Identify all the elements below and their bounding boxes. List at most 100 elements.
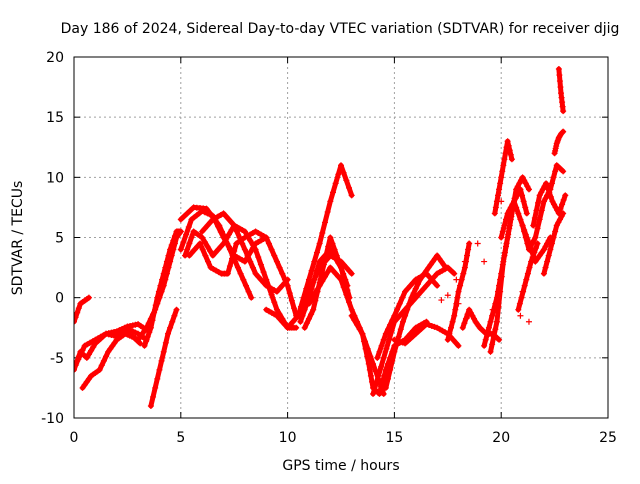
data-point xyxy=(241,258,248,265)
data-point xyxy=(310,306,317,313)
data-point xyxy=(348,312,355,319)
data-point xyxy=(173,306,180,313)
data-point xyxy=(383,345,390,352)
data-point xyxy=(207,248,214,255)
data-point xyxy=(458,276,465,283)
data-point xyxy=(88,347,95,354)
data-point xyxy=(440,261,447,268)
data-point xyxy=(247,237,254,244)
data-point xyxy=(367,372,374,379)
data-point xyxy=(255,254,262,261)
data-point xyxy=(550,234,557,241)
data-point xyxy=(423,267,430,274)
data-point xyxy=(552,168,559,175)
data-point xyxy=(121,324,128,331)
data-point xyxy=(532,234,539,241)
data-point xyxy=(542,243,549,250)
data-point xyxy=(329,240,336,247)
data-point xyxy=(206,209,213,216)
data-point xyxy=(444,336,451,343)
data-point xyxy=(525,186,532,193)
data-point xyxy=(423,282,430,289)
data-point xyxy=(191,246,198,253)
data-point xyxy=(499,228,506,235)
data-point xyxy=(316,282,323,289)
data-point xyxy=(457,282,464,289)
data-point xyxy=(451,270,458,277)
data-point xyxy=(511,198,518,205)
data-point xyxy=(530,222,537,229)
data-point xyxy=(541,183,548,190)
data-point xyxy=(542,195,549,202)
data-point xyxy=(204,222,211,229)
data-point xyxy=(303,285,310,292)
chart-title: Day 186 of 2024, Sidereal Day-to-day VTE… xyxy=(61,21,620,37)
data-point xyxy=(255,273,262,280)
data-point xyxy=(362,345,369,352)
plot-frame xyxy=(73,56,609,419)
data-point xyxy=(538,249,545,256)
data-point xyxy=(236,234,243,241)
data-point xyxy=(543,180,550,187)
data-point xyxy=(240,276,247,283)
data-point xyxy=(152,302,159,309)
data-point xyxy=(396,300,403,307)
data-point xyxy=(151,309,158,316)
data-point xyxy=(202,252,209,259)
data-point xyxy=(498,273,505,280)
data-point xyxy=(327,264,334,271)
data-point xyxy=(96,366,103,373)
data-point xyxy=(426,322,433,329)
data-point xyxy=(434,252,441,259)
data-point xyxy=(523,276,530,283)
data-point xyxy=(391,336,398,343)
data-point xyxy=(506,207,513,214)
data-point xyxy=(452,339,459,346)
data-point xyxy=(536,192,543,199)
data-point xyxy=(308,296,315,303)
data-point xyxy=(539,186,546,193)
data-point xyxy=(378,363,385,370)
data-point xyxy=(241,246,248,253)
data-point xyxy=(351,317,358,324)
data-point xyxy=(74,309,81,316)
data-point xyxy=(244,252,251,259)
data-point xyxy=(366,366,373,373)
data-point xyxy=(464,252,471,259)
data-point xyxy=(399,294,406,301)
data-point xyxy=(292,315,299,322)
x-tick-label: 5 xyxy=(176,430,185,446)
data-point xyxy=(513,204,520,211)
data-point xyxy=(516,180,523,187)
data-point xyxy=(427,261,434,268)
data-point xyxy=(557,205,564,212)
data-point xyxy=(335,273,342,280)
data-point xyxy=(197,240,204,247)
data-point xyxy=(505,142,512,149)
data-point xyxy=(404,306,411,313)
data-point xyxy=(506,147,513,154)
data-point xyxy=(481,342,488,349)
data-point xyxy=(560,196,567,203)
data-point xyxy=(354,321,361,328)
data-point xyxy=(105,330,112,337)
data-point xyxy=(127,322,134,329)
data-point xyxy=(135,336,142,343)
data-point xyxy=(252,270,259,277)
data-point xyxy=(389,357,396,364)
data-point xyxy=(372,381,379,388)
data-point xyxy=(143,338,150,345)
data-point xyxy=(132,329,139,336)
data-point xyxy=(338,162,344,169)
data-point xyxy=(462,315,469,322)
data-point xyxy=(177,216,184,223)
data-point xyxy=(184,210,191,217)
data-point xyxy=(313,287,320,294)
data-point xyxy=(384,326,391,333)
data-point xyxy=(185,223,192,230)
data-point xyxy=(308,285,315,292)
data-point xyxy=(402,288,409,295)
data-point xyxy=(311,291,318,298)
data-point xyxy=(226,263,233,270)
